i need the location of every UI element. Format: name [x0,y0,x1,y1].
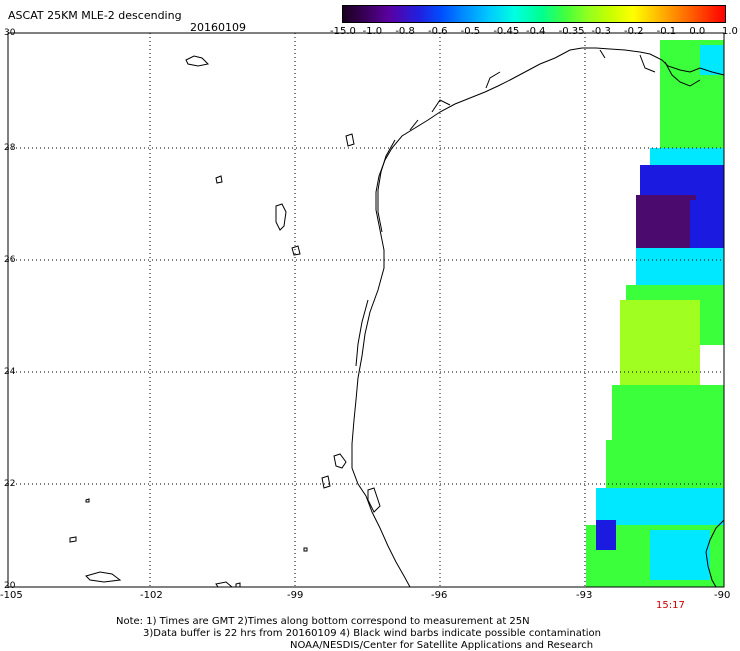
color-scale-label: -0.6 [428,26,448,37]
lat-label: 24 [4,367,16,377]
lon-label: -99 [287,590,304,601]
map-title: ASCAT 25KM MLE-2 descending [8,9,182,22]
color-scale-label: -0.4 [526,26,546,37]
footer-note-line1: Note: 1) Times are GMT 2)Times along bot… [116,616,530,627]
swath-cell [596,520,616,550]
swath-cell [700,45,724,75]
color-scale-label: -15.0 [330,26,356,37]
swath-cell [650,148,724,168]
color-scale-label: 1.0 [722,26,738,37]
color-scale-label: -1.0 [362,26,383,37]
swath-cell [636,195,696,250]
swath-time-label: 15:17 [656,600,685,611]
color-scale-label: -0.2 [624,26,644,37]
color-scale-label: -0.3 [591,26,611,37]
barrier-island [355,139,396,367]
inland-lakes [69,55,381,588]
lat-label: 20 [4,581,16,591]
lon-label: -93 [576,590,593,601]
coastline [351,47,725,588]
map-grid [8,33,724,587]
footer-credit: NOAA/NESDIS/Center for Satellite Applica… [290,640,594,651]
color-scale-label: -0.45 [493,26,520,37]
map-frame [7,32,725,588]
swath-cell [596,488,724,528]
color-scale-bar [342,5,726,23]
louisiana-bays [409,49,701,131]
lon-label: -102 [140,590,163,601]
lon-label: -90 [714,590,731,601]
swath-cell [620,300,700,390]
lat-label: 28 [4,143,16,153]
footer-note-line2: 3)Data buffer is 22 hrs from 20160109 4)… [143,628,601,639]
lon-label: -96 [431,590,448,601]
florida-coast [705,519,725,588]
swath-cell [636,248,724,288]
color-scale-label: -0.5 [460,26,481,37]
lon-label: -105 [0,590,23,601]
color-scale-label: 0.0 [689,26,706,37]
lat-label: 30 [4,28,16,38]
swath-cell [650,530,710,580]
color-scale-label: -0.35 [558,26,585,37]
lat-label: 22 [4,479,16,489]
color-scale-label: -0.1 [656,26,677,37]
swath-data [586,40,724,587]
swath-cell [606,440,724,490]
swath-cell [612,385,724,445]
color-scale-labels: -15.0 -1.0 -0.8 -0.6 -0.5 -0.45 -0.4 -0.35 -0.3 -… [330,26,738,37]
color-scale-label: -0.8 [395,26,415,37]
lat-label: 26 [4,255,16,265]
map-date: 20160109 [190,21,246,34]
